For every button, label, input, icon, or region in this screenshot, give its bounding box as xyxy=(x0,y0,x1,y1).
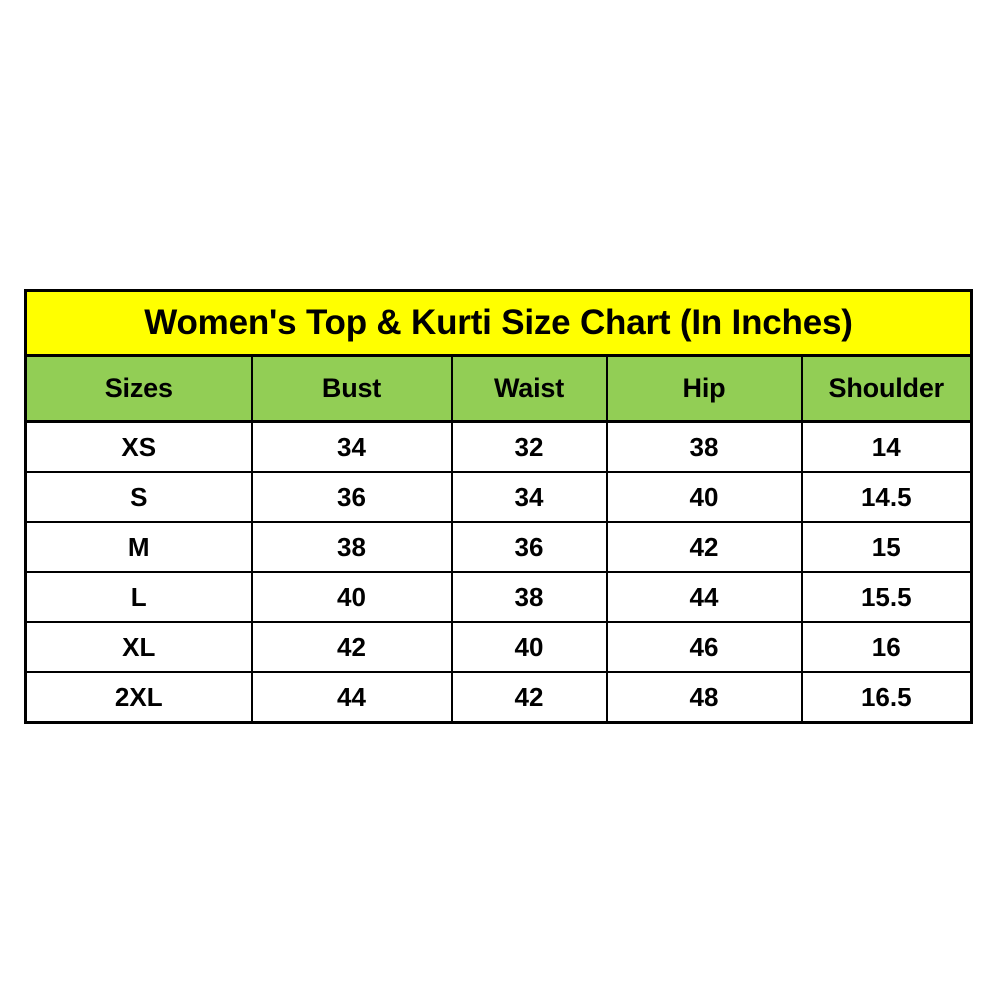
cell-shoulder: 14.5 xyxy=(800,471,973,523)
cell-bust: 34 xyxy=(250,420,453,473)
cell-waist: 32 xyxy=(450,420,608,473)
cell-hip: 38 xyxy=(605,420,803,473)
table-row: M 38 36 42 15 xyxy=(24,521,973,573)
cell-waist: 42 xyxy=(450,671,608,724)
cell-hip: 42 xyxy=(605,521,803,573)
cell-shoulder: 15 xyxy=(800,521,973,573)
column-header-row: Sizes Bust Waist Hip Shoulder xyxy=(24,354,973,423)
column-header-hip: Hip xyxy=(605,354,803,423)
cell-size: 2XL xyxy=(24,671,253,724)
cell-waist: 38 xyxy=(450,571,608,623)
column-header-bust: Bust xyxy=(250,354,453,423)
chart-title: Women's Top & Kurti Size Chart (In Inche… xyxy=(24,289,973,357)
size-chart-table: Women's Top & Kurti Size Chart (In Inche… xyxy=(24,289,973,724)
cell-hip: 40 xyxy=(605,471,803,523)
cell-hip: 46 xyxy=(605,621,803,673)
column-header-shoulder: Shoulder xyxy=(800,354,973,423)
cell-size: M xyxy=(24,521,253,573)
cell-bust: 44 xyxy=(250,671,453,724)
cell-bust: 36 xyxy=(250,471,453,523)
column-header-sizes: Sizes xyxy=(24,354,253,423)
table-row: S 36 34 40 14.5 xyxy=(24,471,973,523)
size-chart-container: Women's Top & Kurti Size Chart (In Inche… xyxy=(24,289,973,724)
cell-shoulder: 16.5 xyxy=(800,671,973,724)
table-row: 2XL 44 42 48 16.5 xyxy=(24,671,973,724)
cell-shoulder: 14 xyxy=(800,420,973,473)
cell-bust: 42 xyxy=(250,621,453,673)
column-header-waist: Waist xyxy=(450,354,608,423)
cell-size: XL xyxy=(24,621,253,673)
cell-waist: 34 xyxy=(450,471,608,523)
title-row: Women's Top & Kurti Size Chart (In Inche… xyxy=(24,289,973,357)
cell-waist: 36 xyxy=(450,521,608,573)
cell-bust: 38 xyxy=(250,521,453,573)
cell-hip: 48 xyxy=(605,671,803,724)
cell-size: L xyxy=(24,571,253,623)
cell-size: S xyxy=(24,471,253,523)
table-row: XL 42 40 46 16 xyxy=(24,621,973,673)
cell-waist: 40 xyxy=(450,621,608,673)
cell-shoulder: 16 xyxy=(800,621,973,673)
cell-bust: 40 xyxy=(250,571,453,623)
table-row: XS 34 32 38 14 xyxy=(24,420,973,473)
cell-size: XS xyxy=(24,420,253,473)
cell-hip: 44 xyxy=(605,571,803,623)
table-row: L 40 38 44 15.5 xyxy=(24,571,973,623)
cell-shoulder: 15.5 xyxy=(800,571,973,623)
